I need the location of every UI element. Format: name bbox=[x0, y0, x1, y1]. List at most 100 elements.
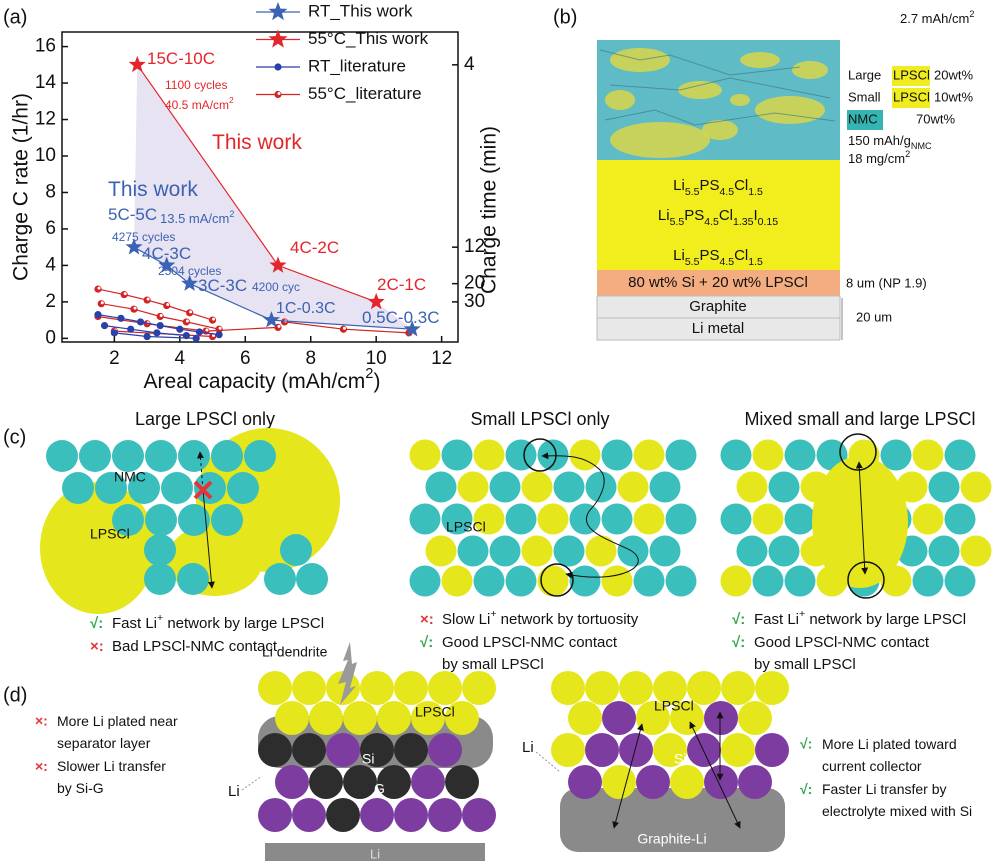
ball-highlight bbox=[342, 326, 346, 330]
particle bbox=[326, 798, 360, 832]
particle bbox=[428, 733, 462, 767]
note-text: Slow Li+ network by tortuosity bbox=[442, 608, 639, 628]
particle bbox=[736, 471, 768, 503]
particle bbox=[275, 701, 309, 735]
annotation: 3C-3C bbox=[198, 276, 247, 295]
text-part: 15C-10C bbox=[147, 49, 215, 68]
particle bbox=[377, 701, 411, 735]
text-part: separator layer bbox=[57, 735, 151, 751]
particle bbox=[46, 440, 78, 472]
ball-marker bbox=[182, 318, 190, 326]
subscript: 5.5 bbox=[685, 186, 700, 198]
composition-prefix: Small bbox=[848, 89, 881, 104]
particle bbox=[568, 765, 602, 799]
particle bbox=[505, 439, 537, 471]
electrolyte-formula: Li5.5PS4.5Cl1.35I0.15 bbox=[658, 207, 778, 228]
particle bbox=[784, 439, 816, 471]
text-part: 2C-1C bbox=[377, 275, 426, 294]
particle bbox=[619, 671, 653, 705]
cathode-grain bbox=[755, 96, 825, 124]
particle bbox=[473, 439, 505, 471]
particle bbox=[177, 563, 209, 595]
particle bbox=[601, 439, 633, 471]
ball-marker bbox=[186, 309, 194, 317]
text-part: 13.5 mA/cm bbox=[160, 211, 229, 226]
text-part: Bad LPSCl-NMC contact bbox=[112, 638, 278, 655]
particle bbox=[258, 798, 292, 832]
particle bbox=[601, 503, 633, 535]
text-part: network by tortuosity bbox=[497, 611, 639, 628]
particle bbox=[264, 563, 296, 595]
x-tick-label: 6 bbox=[240, 348, 251, 369]
particle bbox=[280, 534, 312, 566]
text-part: Cl bbox=[734, 177, 748, 194]
superscript: + bbox=[799, 608, 805, 620]
capacity-label: 2.7 mAh/cm2 bbox=[900, 9, 974, 26]
text-part: by Si-G bbox=[57, 780, 104, 796]
particle bbox=[505, 503, 537, 535]
particle bbox=[912, 503, 944, 535]
ball-marker bbox=[97, 300, 105, 308]
annotation: 13.5 mA/cm2 bbox=[160, 209, 234, 226]
text-part: network by large LPSCl bbox=[163, 615, 324, 632]
particle bbox=[394, 733, 428, 767]
particle bbox=[896, 471, 928, 503]
particle bbox=[445, 765, 479, 799]
diagram-title: Mixed small and large LPSCl bbox=[744, 409, 975, 429]
x-tick-label: 2 bbox=[109, 348, 120, 369]
particle bbox=[343, 765, 377, 799]
particle bbox=[489, 471, 521, 503]
y-tick-label: 0 bbox=[45, 327, 56, 348]
ball-marker bbox=[208, 316, 217, 324]
panel-label: (a) bbox=[3, 6, 27, 28]
star-marker bbox=[367, 292, 385, 310]
particle bbox=[653, 733, 687, 767]
particle bbox=[409, 565, 441, 597]
text-part: 5C-5C bbox=[108, 205, 157, 224]
particle bbox=[755, 671, 789, 705]
text-part: Areal capacity (mAh/cm bbox=[144, 370, 366, 393]
text-part: Cl bbox=[734, 247, 748, 264]
text-part: Good LPSCl-NMC contact bbox=[754, 634, 930, 651]
particle bbox=[144, 563, 176, 595]
particle bbox=[752, 439, 784, 471]
legend-label: RT_literature bbox=[308, 56, 406, 75]
note-mark: ×: bbox=[420, 611, 434, 628]
ball-marker bbox=[208, 332, 217, 341]
dot-marker bbox=[110, 329, 118, 337]
region-label: NMC bbox=[114, 469, 146, 485]
subscript: 4.5 bbox=[719, 256, 734, 268]
region-label: LPSCl bbox=[446, 519, 486, 535]
particle bbox=[585, 535, 617, 567]
note-mark: √: bbox=[800, 736, 812, 752]
annotation: 1100 cycles bbox=[165, 78, 227, 92]
dot-marker bbox=[136, 318, 145, 326]
legend-label: 55°C_literature bbox=[308, 84, 422, 103]
particle bbox=[602, 765, 636, 799]
cathode-grain bbox=[702, 120, 738, 140]
particle bbox=[928, 535, 960, 567]
y-tick-label: 6 bbox=[45, 218, 56, 239]
lpscl-label: LPSCl bbox=[415, 704, 455, 720]
particle bbox=[394, 671, 428, 705]
annotation: 4C-2C bbox=[290, 238, 339, 257]
text-part: electrolyte mixed with Si bbox=[822, 803, 972, 819]
legend-label: RT_This work bbox=[308, 1, 413, 20]
star-marker bbox=[268, 29, 288, 48]
composition-fraction: 70wt% bbox=[916, 111, 955, 126]
y-axis-label: Charge C rate (1/hr) bbox=[10, 93, 33, 281]
subscript: 1.5 bbox=[748, 186, 763, 198]
particle bbox=[428, 798, 462, 832]
li-path bbox=[202, 489, 215, 589]
particle bbox=[425, 471, 457, 503]
particle bbox=[649, 471, 681, 503]
particle bbox=[928, 471, 960, 503]
y-tick-label: 4 bbox=[45, 254, 56, 275]
star-marker bbox=[125, 238, 143, 255]
subscript: 5.5 bbox=[685, 256, 700, 268]
cathode-grain bbox=[730, 94, 750, 106]
particle bbox=[553, 535, 585, 567]
text-part: This work bbox=[108, 178, 198, 201]
panel-label: (c) bbox=[3, 426, 26, 448]
particle bbox=[720, 439, 752, 471]
